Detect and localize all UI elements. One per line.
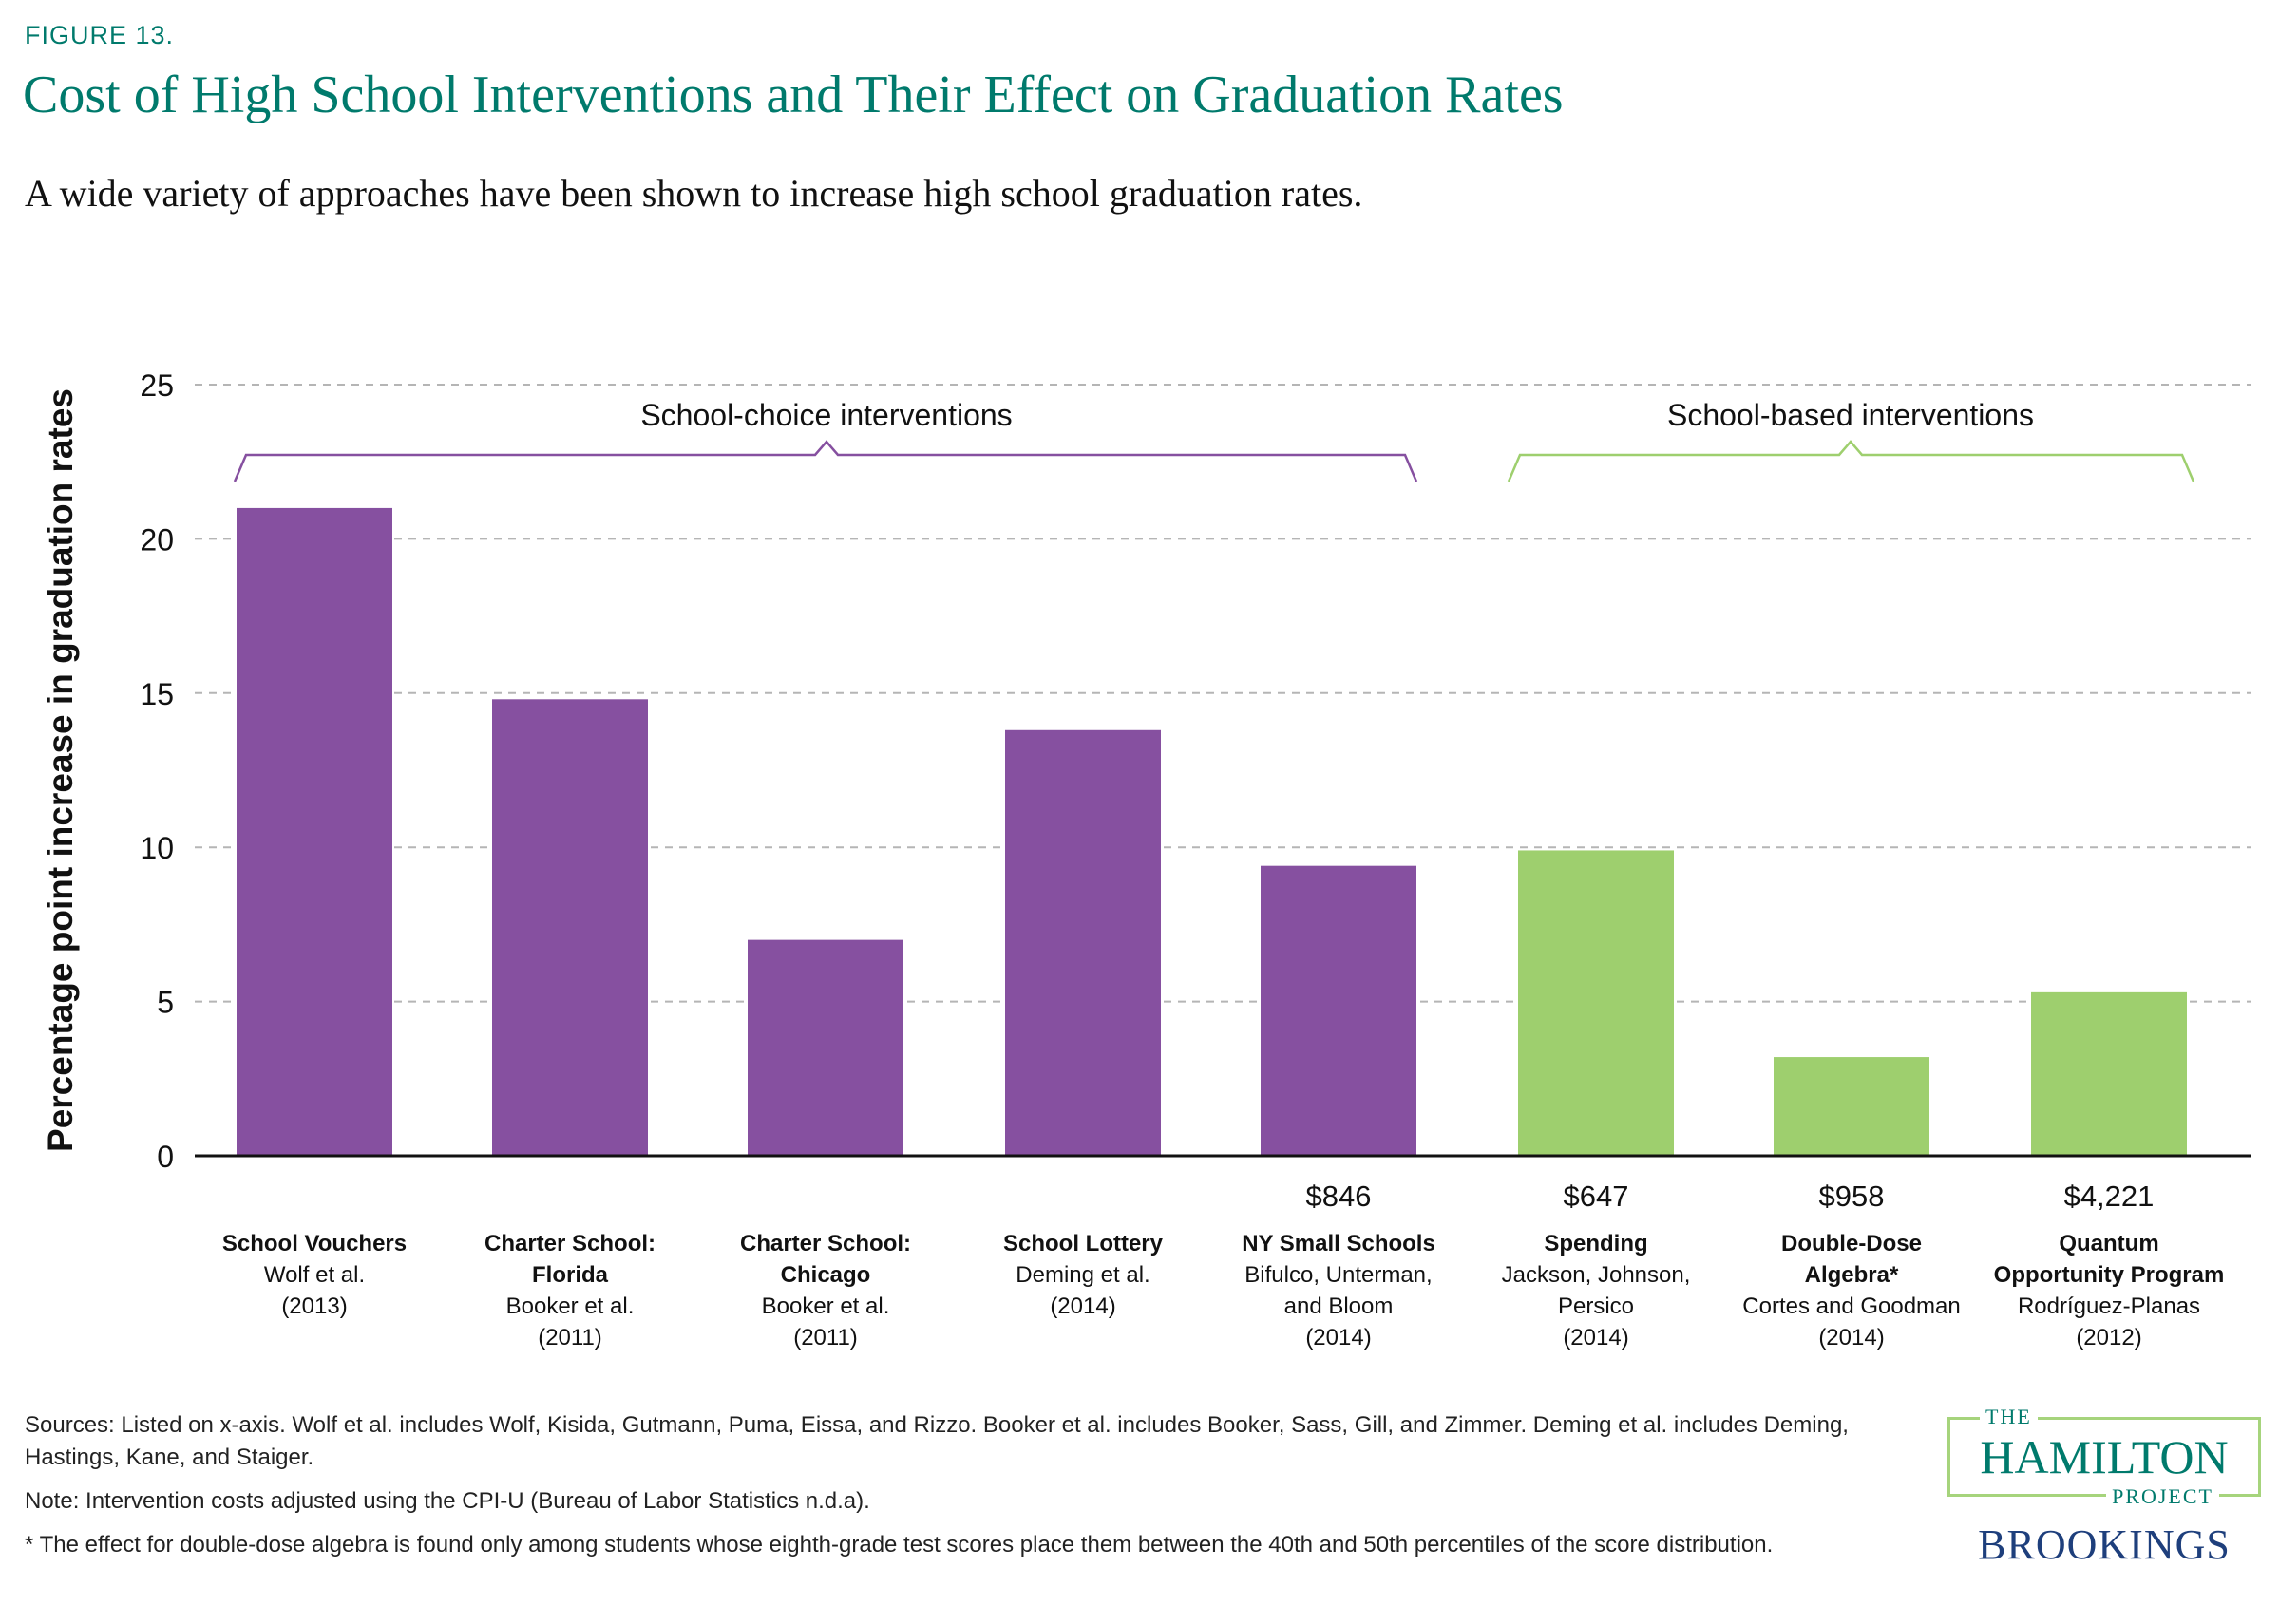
category-source: (2014): [1305, 1325, 1371, 1350]
logo-hamilton: HAMILTON: [1980, 1430, 2229, 1483]
category-source: Bifulco, Unterman,: [1244, 1262, 1432, 1288]
brookings-logo: BROOKINGS: [1978, 1521, 2231, 1568]
hamilton-project-logo: THE HAMILTON PROJECT: [1948, 1406, 2261, 1510]
bar-5: [1261, 865, 1416, 1156]
cost-label: $958: [1819, 1180, 1885, 1213]
footnote: * The effect for double-dose algebra is …: [25, 1532, 1774, 1558]
category-source: (2014): [1818, 1325, 1884, 1350]
category-source: Wolf et al.: [264, 1262, 365, 1288]
category-source: Booker et al.: [762, 1294, 890, 1319]
y-tick-label: 15: [140, 677, 174, 711]
logo-the: THE: [1980, 1406, 2038, 1428]
category-source: (2013): [281, 1294, 347, 1319]
bar-3: [748, 939, 903, 1156]
category-label: Double-Dose: [1781, 1231, 1922, 1256]
bar-8: [2031, 991, 2187, 1156]
cost-label: $846: [1306, 1180, 1372, 1213]
y-tick-label: 0: [157, 1140, 174, 1174]
bar-4: [1005, 729, 1161, 1156]
category-source: (2011): [538, 1325, 602, 1350]
bar-2: [492, 699, 648, 1156]
chart-subtitle: A wide variety of approaches have been s…: [25, 172, 1363, 215]
y-tick-label: 5: [157, 986, 174, 1020]
bar-7: [1774, 1057, 1929, 1156]
notes: Sources: Listed on x-axis. Wolf et al. i…: [25, 1409, 1858, 1573]
category-label: Charter School:: [740, 1231, 911, 1256]
figure-label: FIGURE 13.: [25, 21, 175, 49]
category-source: (2014): [1563, 1325, 1628, 1350]
bar-6: [1518, 850, 1674, 1156]
category-label: Quantum: [2059, 1231, 2158, 1256]
logo-project: PROJECT: [2106, 1485, 2219, 1508]
category-label: School Lottery: [1003, 1231, 1164, 1256]
category-label: Florida: [532, 1262, 609, 1288]
cost-label: $647: [1564, 1180, 1629, 1213]
group-label-choice: School-choice interventions: [640, 398, 1012, 432]
category-source: (2014): [1050, 1294, 1115, 1319]
category-source: Persico: [1558, 1294, 1634, 1319]
sources-note: Sources: Listed on x-axis. Wolf et al. i…: [25, 1412, 1849, 1470]
category-source: Deming et al.: [1016, 1262, 1150, 1288]
category-source: (2012): [2076, 1325, 2141, 1350]
group-bracket-choice: [233, 440, 1418, 482]
cost-label: $4,221: [2064, 1180, 2155, 1213]
category-label: NY Small Schools: [1242, 1231, 1435, 1256]
y-tick-label: 20: [140, 522, 174, 557]
category-label: Charter School:: [484, 1231, 656, 1256]
category-source: and Bloom: [1284, 1294, 1394, 1319]
cpi-note: Note: Intervention costs adjusted using …: [25, 1488, 870, 1514]
category-source: Booker et al.: [506, 1294, 635, 1319]
category-source: Jackson, Johnson,: [1502, 1262, 1691, 1288]
category-label: Spending: [1544, 1231, 1647, 1256]
category-source: Rodríguez-Planas: [2018, 1294, 2200, 1319]
group-bracket-based: [1507, 440, 2195, 482]
bar-1: [237, 507, 392, 1156]
category-source: Cortes and Goodman: [1742, 1294, 1960, 1319]
category-label: School Vouchers: [222, 1231, 407, 1256]
y-tick-label: 10: [140, 831, 174, 865]
logo: THE HAMILTON PROJECT BROOKINGS: [1948, 1406, 2261, 1569]
category-source: (2011): [793, 1325, 858, 1350]
chart-title: Cost of High School Interventions and Th…: [23, 66, 1564, 124]
category-label: Opportunity Program: [1994, 1262, 2225, 1288]
y-tick-label: 25: [140, 368, 174, 403]
group-label-based: School-based interventions: [1667, 398, 2034, 432]
category-label: Chicago: [781, 1262, 871, 1288]
category-label: Algebra*: [1805, 1262, 1899, 1288]
logo-border: [1948, 1417, 2261, 1497]
y-axis-label: Percentage point increase in graduation …: [41, 388, 80, 1152]
